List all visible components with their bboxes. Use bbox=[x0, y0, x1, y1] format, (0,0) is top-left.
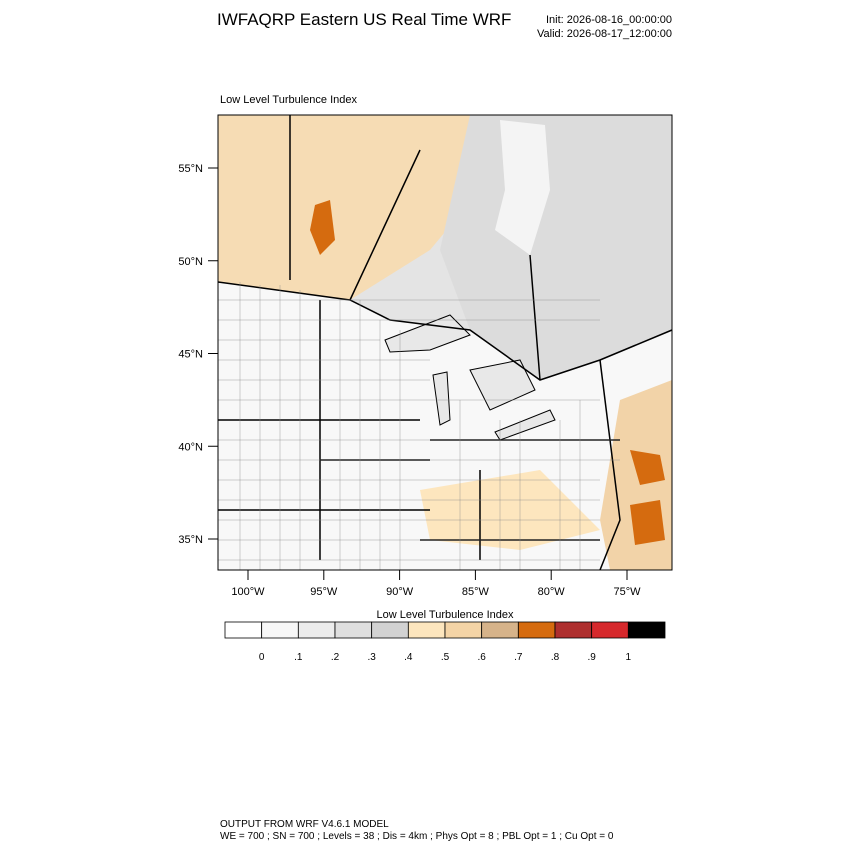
lon-label: 80°W bbox=[538, 586, 566, 598]
colorbar-label: .6 bbox=[477, 652, 486, 663]
colorbar-box bbox=[224, 621, 263, 639]
colorbar-box bbox=[517, 621, 556, 639]
footer-line: WE = 700 ; SN = 700 ; Levels = 38 ; Dis … bbox=[220, 831, 614, 842]
hotspot bbox=[630, 450, 665, 485]
lat-label: 40°N bbox=[178, 441, 203, 453]
colorbar-box bbox=[627, 621, 666, 639]
colorbar-box bbox=[407, 621, 446, 639]
canada-west-area bbox=[218, 115, 520, 300]
county-lines bbox=[218, 282, 620, 570]
title: IWFAQRP Eastern US Real Time WRF bbox=[217, 10, 511, 29]
colorbar-label: .8 bbox=[551, 652, 560, 663]
lon-label: 95°W bbox=[310, 586, 338, 598]
lake-michigan bbox=[432, 371, 451, 426]
colorbar-label: .3 bbox=[367, 652, 376, 663]
lon-label: 90°W bbox=[386, 586, 414, 598]
footer-line: OUTPUT FROM WRF V4.6.1 MODEL bbox=[220, 819, 389, 830]
colorbar-label: .9 bbox=[587, 652, 596, 663]
colorbar-box bbox=[444, 621, 483, 639]
lat-label: 45°N bbox=[178, 349, 203, 361]
colorbar-label: 0 bbox=[259, 652, 265, 663]
map-frame bbox=[217, 114, 673, 571]
lon-label: 75°W bbox=[613, 586, 641, 598]
lon-label: 100°W bbox=[231, 586, 265, 598]
colorbar-box bbox=[261, 621, 299, 639]
colorbar-label: .1 bbox=[294, 652, 303, 663]
colorbar-box bbox=[334, 621, 373, 639]
hotspot bbox=[630, 500, 665, 545]
colorbar-box bbox=[481, 621, 519, 639]
colorbar-box bbox=[371, 621, 409, 639]
colorbar-label: .7 bbox=[514, 652, 523, 663]
lon-label: 85°W bbox=[462, 586, 490, 598]
colorbar-label: 1 bbox=[626, 652, 632, 663]
colorbar-box bbox=[297, 621, 336, 639]
map-label: Low Level Turbulence Index bbox=[220, 94, 357, 106]
colorbar-title: Low Level Turbulence Index bbox=[377, 609, 514, 621]
lat-label: 55°N bbox=[178, 163, 203, 175]
colorbar-label: .2 bbox=[331, 652, 340, 663]
colorbar-box bbox=[591, 621, 629, 639]
hotspot bbox=[310, 200, 335, 255]
lat-label: 35°N bbox=[178, 534, 203, 546]
colorbar-label: .5 bbox=[441, 652, 450, 663]
lake-huron bbox=[469, 359, 536, 411]
lat-label: 50°N bbox=[178, 256, 203, 268]
lake-superior bbox=[384, 314, 471, 353]
axis-labels: 55°N 50°N 45°N 40°N 35°N 100°W 95°W 90°W 85°W 80°… bbox=[178, 163, 641, 598]
valid-time: Valid: 2026-08-17_12:00:00 bbox=[537, 28, 672, 40]
map bbox=[217, 114, 673, 571]
colorbar: 0 .1 .2 .3 .4 .5 .6 .7 .8 .9 1 bbox=[224, 621, 666, 663]
colorbar-box bbox=[554, 621, 593, 639]
init-time: Init: 2026-08-16_00:00:00 bbox=[546, 14, 672, 26]
appalachian-area bbox=[420, 470, 600, 550]
colorbar-label: .4 bbox=[404, 652, 413, 663]
canada-east-area bbox=[440, 115, 672, 380]
hudson-bay bbox=[495, 120, 550, 255]
lake-erie bbox=[494, 409, 556, 441]
